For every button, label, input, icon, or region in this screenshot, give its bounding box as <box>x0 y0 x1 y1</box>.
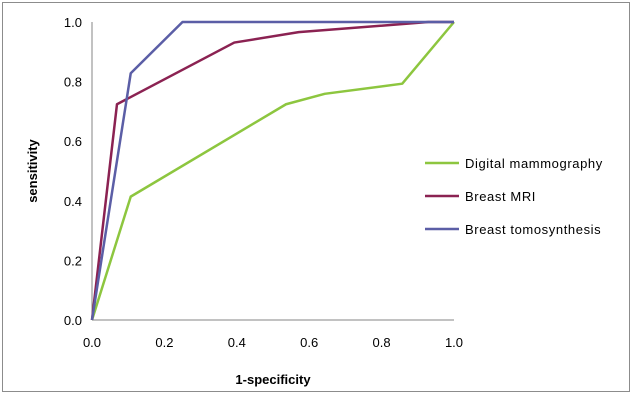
x-tick-label: 0.4 <box>228 335 246 350</box>
x-tick-label: 0.0 <box>83 335 101 350</box>
legend-label: Breast tomosynthesis <box>465 222 601 237</box>
series-lines <box>90 20 455 321</box>
tick-labels: 0.0 0.2 0.4 0.6 0.8 1.0 0.0 0.2 0.4 0.6 0.8 1.0 <box>64 15 463 350</box>
y-tick-label: 0.2 <box>64 253 82 268</box>
plot-area: 0.0 0.2 0.4 0.6 0.8 1.0 0.0 0.2 0.4 0.6 0.8 1.0 <box>64 15 463 350</box>
series-line-breast-mri <box>90 20 454 321</box>
x-tick-label: 0.6 <box>300 335 318 350</box>
legend-label: Breast MRI <box>465 189 536 204</box>
y-axis-title: sensitivity <box>25 138 40 202</box>
x-axis-title: 1-specificity <box>235 372 311 387</box>
y-tick-label: 0.4 <box>64 194 82 209</box>
y-tick-label: 1.0 <box>64 15 82 30</box>
series-line-digital-mammography <box>90 21 455 321</box>
x-tick-label: 0.2 <box>155 335 173 350</box>
legend-label: Digital mammography <box>465 156 603 171</box>
x-tick-label: 1.0 <box>445 335 463 350</box>
series-line-breast-tomosynthesis <box>90 20 454 321</box>
y-tick-label: 0.6 <box>64 134 82 149</box>
x-tick-label: 0.8 <box>373 335 391 350</box>
y-tick-label: 0.0 <box>64 313 82 328</box>
y-tick-label: 0.8 <box>64 75 82 90</box>
legend: Digital mammography Breast MRI Breast tomo… <box>425 156 603 237</box>
